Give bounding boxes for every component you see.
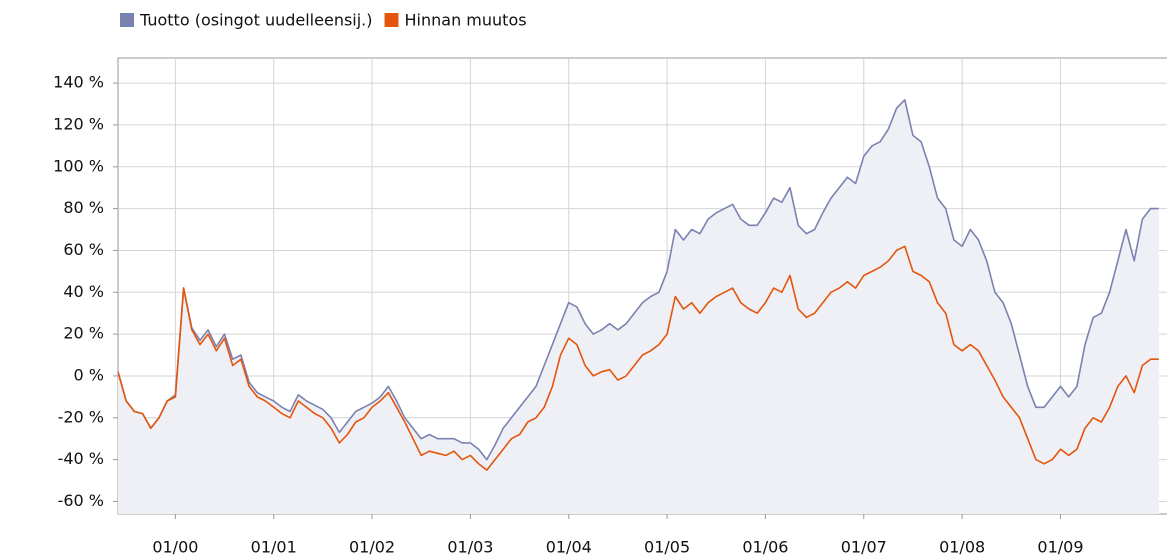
x-tick-label: 01/00 — [152, 538, 198, 557]
y-tick-label: 20 % — [63, 324, 104, 343]
y-tick-label: 140 % — [53, 73, 104, 92]
y-tick-label: 100 % — [53, 156, 104, 175]
x-tick-label: 01/03 — [447, 538, 493, 557]
legend-label: Tuotto (osingot uudelleensij.) — [139, 11, 373, 30]
y-tick-label: 80 % — [63, 198, 104, 217]
x-tick-label: 01/06 — [742, 538, 788, 557]
y-tick-label: 120 % — [53, 114, 104, 133]
lines — [118, 99, 1159, 471]
legend-label: Hinnan muutos — [405, 11, 527, 30]
y-tick-label: -40 % — [58, 449, 104, 468]
legend-swatch — [120, 13, 134, 27]
y-tick-label: 0 % — [74, 365, 104, 384]
x-tick-label: 01/04 — [546, 538, 592, 557]
series-line — [118, 245, 1159, 471]
labels: 140 % 120 % 100 % 80 % 60 % 40 % 20 % 0 % -20 % -… — [53, 73, 1083, 557]
area — [118, 99, 1159, 514]
areas — [118, 99, 1159, 514]
x-tick-label: 01/08 — [939, 538, 985, 557]
y-tick-label: 40 % — [63, 282, 104, 301]
legend-swatch — [384, 13, 399, 27]
x-tick-label: 01/09 — [1037, 538, 1083, 557]
series-line — [118, 99, 1159, 461]
x-tick-label: 01/05 — [644, 538, 690, 557]
y-tick-label: -60 % — [58, 491, 104, 510]
y-tick-label: 60 % — [63, 240, 104, 259]
x-tick-label: 01/01 — [251, 538, 297, 557]
x-tick-label: 01/02 — [349, 538, 395, 557]
y-tick-label: -20 % — [58, 407, 104, 426]
x-tick-label: 01/07 — [841, 538, 887, 557]
